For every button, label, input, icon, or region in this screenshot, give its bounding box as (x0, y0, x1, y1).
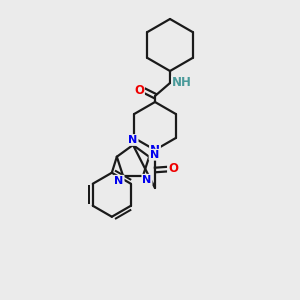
Text: N: N (142, 175, 152, 185)
Text: N: N (128, 135, 138, 145)
Text: N: N (150, 143, 160, 157)
Text: NH: NH (172, 76, 192, 89)
Text: O: O (168, 163, 178, 176)
Text: O: O (134, 83, 144, 97)
Text: N: N (114, 176, 124, 186)
Text: N: N (149, 150, 159, 160)
